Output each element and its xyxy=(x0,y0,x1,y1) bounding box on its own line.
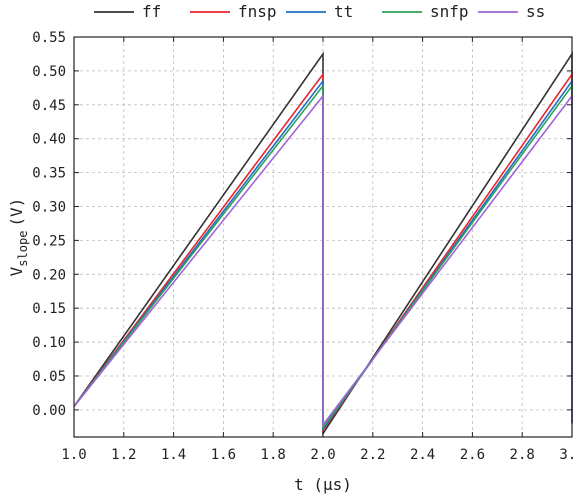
series-layer xyxy=(73,51,573,437)
y-tick-label: 0.00 xyxy=(32,403,66,419)
x-tick-label: 2.6 xyxy=(460,447,485,463)
y-tick-label: 0.30 xyxy=(32,199,66,215)
legend-label-tt: tt xyxy=(334,2,353,21)
legend-label-ss: ss xyxy=(526,2,545,21)
y-tick-label: 0.45 xyxy=(32,98,66,114)
y-axis-label-unit: (V) xyxy=(7,198,26,227)
y-axis-label-sub: slope xyxy=(16,231,30,267)
y-tick-label: 0.25 xyxy=(32,233,66,249)
y-tick-label: 0.05 xyxy=(32,369,66,385)
legend-label-fnsp: fnsp xyxy=(238,2,277,21)
y-axis-label: Vslope (V) xyxy=(7,198,30,277)
y-axis-label-main: V xyxy=(7,266,26,276)
x-tick-label: 2.0 xyxy=(310,447,335,463)
legend-label-snfp: snfp xyxy=(430,2,469,21)
x-tick-label: 2.8 xyxy=(510,447,535,463)
x-axis-label: t (μs) xyxy=(294,475,352,494)
x-tick-label: 2.2 xyxy=(360,447,385,463)
x-tick-label: 1.2 xyxy=(111,447,136,463)
legend-label-ff: ff xyxy=(142,2,161,21)
y-tick-label: 0.55 xyxy=(32,30,66,46)
x-tick-label: 1.8 xyxy=(261,447,286,463)
y-tick-label: 0.35 xyxy=(32,166,66,182)
legend: ff fnsp tt snfp ss xyxy=(94,2,545,21)
tick-layer: 1.0 1.2 1.4 1.6 1.8 2.0 2.2 2.4 2.6 2.8 3.0 0.00 0.0… xyxy=(32,30,577,463)
x-tick-label: 1.4 xyxy=(161,447,186,463)
x-tick-label: 2.4 xyxy=(410,447,435,463)
y-tick-label: 0.15 xyxy=(32,301,66,317)
x-tick-label: 1.0 xyxy=(61,447,86,463)
x-tick-label: 1.6 xyxy=(211,447,236,463)
y-tick-label: 0.20 xyxy=(32,267,66,283)
y-tick-label: 0.10 xyxy=(32,335,66,351)
x-tick-label: 3.0 xyxy=(559,447,577,463)
y-tick-label: 0.40 xyxy=(32,132,66,148)
series-line-ss xyxy=(73,93,573,428)
y-tick-label: 0.50 xyxy=(32,64,66,80)
